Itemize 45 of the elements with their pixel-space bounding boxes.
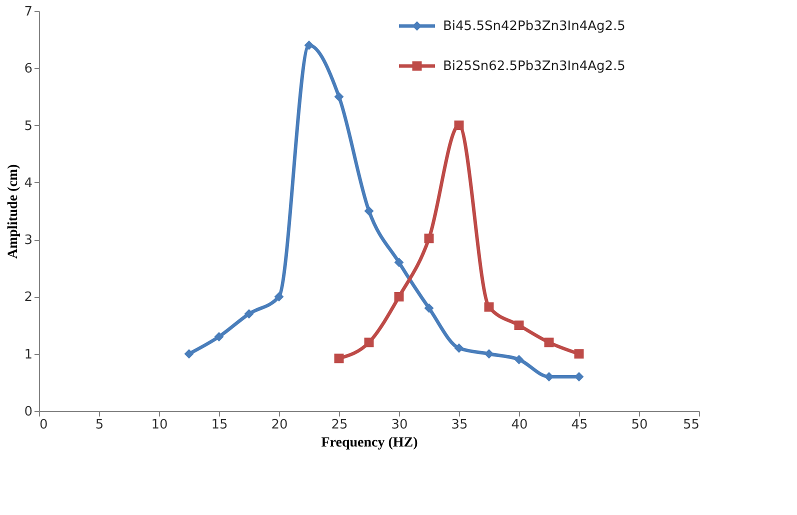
- point: [214, 332, 224, 342]
- x-axis-title: Frequency (HZ): [321, 436, 418, 450]
- y-tick-label: 4: [24, 176, 32, 191]
- point: [394, 258, 404, 268]
- y-tick-label: 6: [24, 62, 32, 77]
- y-tick-label: 7: [24, 4, 32, 20]
- y-tick-label: 1: [24, 347, 32, 362]
- y-tick-label: 5: [24, 118, 32, 134]
- point: [364, 206, 374, 216]
- x-tick-label: 30: [391, 418, 408, 432]
- point: [334, 354, 344, 364]
- point: [454, 343, 464, 353]
- point: [514, 320, 524, 330]
- point: [304, 40, 314, 50]
- point: [244, 309, 254, 319]
- point: [334, 92, 344, 102]
- x-tick-label: 25: [331, 418, 348, 432]
- point: [184, 349, 194, 359]
- point: [274, 292, 284, 302]
- x-tick-label: 40: [511, 418, 528, 432]
- x-tick-label: 0: [40, 418, 48, 432]
- point: [484, 349, 494, 359]
- point: [484, 302, 494, 312]
- x-tick-label: 55: [682, 418, 700, 432]
- point: [454, 120, 464, 130]
- point: [544, 338, 554, 348]
- x-tick-label: 20: [271, 418, 288, 432]
- x-tick-label: 35: [451, 418, 468, 432]
- point: [394, 292, 404, 302]
- point: [364, 338, 374, 348]
- point: [424, 234, 434, 244]
- y-tick-label: 2: [24, 290, 32, 306]
- legend-label: Bi25Sn62.5Pb3Zn3In4Ag2.5: [443, 59, 626, 74]
- y-tick-label: 3: [24, 233, 32, 248]
- point: [514, 354, 524, 364]
- y-tick-label: 0: [24, 404, 32, 420]
- y-axis-title: Amplitude (cm): [6, 164, 22, 259]
- x-tick-label: 5: [95, 418, 104, 432]
- legend-label: Bi45.5Sn42Pb3Zn3In4Ag2.5: [443, 19, 626, 34]
- x-tick-label: 10: [151, 418, 168, 432]
- x-tick-label: 50: [631, 418, 648, 432]
- x-tick-label: 45: [571, 418, 588, 432]
- x-tick-label: 15: [211, 418, 228, 432]
- point: [424, 303, 434, 313]
- point: [574, 349, 584, 359]
